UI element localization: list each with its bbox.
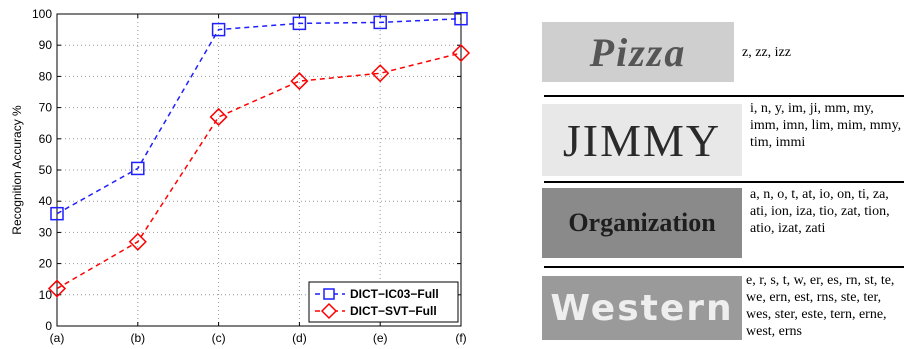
grid	[57, 14, 461, 326]
y-tick-label: 90	[39, 38, 53, 52]
data-point	[292, 16, 307, 31]
y-tick-label: 100	[32, 7, 52, 21]
sample-candidates: e, r, s, t, w, er, es, rn, st, te, we, e…	[746, 273, 895, 339]
sample-image: JIMMY	[542, 104, 742, 176]
series-group	[47, 11, 471, 298]
y-tick-label: 10	[39, 288, 53, 302]
sample-image: Pizza	[542, 22, 734, 82]
sample-image: Western	[542, 276, 742, 340]
legend-marker	[323, 288, 335, 300]
sample-panel: Pizza z, zz, izz JIMMY i, n, y, im, ji, …	[540, 0, 907, 349]
sample-word: Organization	[568, 208, 716, 237]
divider	[544, 181, 904, 183]
sample-word: Western	[550, 287, 734, 329]
x-tick-label: (c)	[212, 331, 226, 345]
series-0	[50, 11, 468, 221]
series-1	[47, 43, 471, 298]
y-axis-label: Recognition Accuracy %	[10, 105, 24, 235]
x-tick-label: (b)	[130, 331, 145, 345]
y-tick-label: 80	[39, 69, 53, 83]
series-line	[56, 52, 462, 290]
sample-word: JIMMY	[562, 114, 722, 166]
y-tick-label: 30	[39, 225, 53, 239]
sample-candidates: a, n, o, t, at, io, on, ti, za, ati, ion…	[750, 187, 890, 236]
sample-pizza: Pizza z, zz, izz	[540, 18, 907, 86]
x-tick-label: (a)	[50, 331, 65, 345]
legend: DICT−IC03−Full DICT−SVT−Full	[308, 281, 459, 323]
accuracy-line-chart: 0 10 20 30 40 50 60 70 80 90 100 (a) (b) (c) (d) (e) (f…	[10, 7, 471, 345]
data-point	[451, 43, 471, 63]
divider	[544, 266, 904, 268]
sample-western: Western e, r, s, t, w, er, es, rn, st, t…	[540, 268, 907, 348]
sample-image: Organization	[542, 188, 742, 258]
legend-label: DICT−SVT−Full	[350, 304, 437, 318]
y-tick-label: 20	[39, 257, 53, 271]
y-tick-label: 70	[39, 101, 53, 115]
y-tick-label: 50	[39, 163, 53, 177]
sample-candidates: i, n, y, im, ji, mm, my, imm, imn, lim, …	[750, 101, 902, 150]
data-point	[373, 15, 387, 30]
y-tick-label: 0	[45, 319, 52, 333]
y-tick-label: 60	[39, 132, 53, 146]
sample-jimmy: JIMMY i, n, y, im, ji, mm, my, imm, imn,…	[540, 98, 907, 178]
sample-word: Pizza	[589, 29, 687, 75]
data-point	[371, 64, 390, 83]
legend-label: DICT−IC03−Full	[350, 287, 439, 301]
data-point	[209, 107, 228, 127]
y-tick-label: 40	[39, 194, 53, 208]
x-tick-label: (e)	[373, 331, 388, 345]
data-point	[50, 206, 64, 221]
sample-organization: Organization a, n, o, t, at, io, on, ti,…	[540, 184, 907, 262]
x-tick-label: (d)	[292, 331, 307, 345]
divider	[544, 95, 904, 97]
legend-marker	[320, 302, 338, 320]
x-tick-label: (f)	[455, 331, 466, 345]
series-line	[56, 17, 462, 215]
data-point	[454, 11, 468, 26]
data-point	[128, 232, 147, 251]
data-point	[131, 161, 145, 176]
data-point	[211, 22, 226, 37]
data-point	[47, 279, 67, 298]
data-point	[290, 72, 309, 91]
sample-candidates: z, zz, izz	[742, 45, 791, 60]
